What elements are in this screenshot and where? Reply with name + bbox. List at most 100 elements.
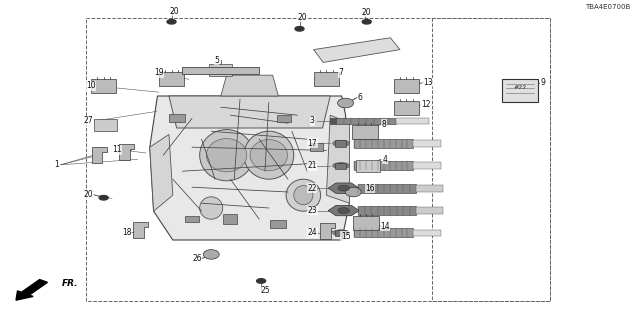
Ellipse shape <box>244 131 294 179</box>
Bar <box>356 160 380 172</box>
Bar <box>353 216 379 230</box>
Bar <box>270 220 287 228</box>
Text: 22: 22 <box>308 184 317 193</box>
Ellipse shape <box>204 250 219 259</box>
Polygon shape <box>92 147 107 163</box>
Ellipse shape <box>335 141 347 146</box>
Ellipse shape <box>338 185 349 191</box>
Bar <box>86 18 550 301</box>
Ellipse shape <box>250 140 287 171</box>
Bar <box>335 230 346 236</box>
Bar <box>185 216 199 222</box>
Bar <box>432 18 550 301</box>
Circle shape <box>362 20 371 24</box>
Ellipse shape <box>207 139 247 172</box>
Bar <box>352 125 378 139</box>
Text: 23: 23 <box>307 206 317 215</box>
Text: 5: 5 <box>214 56 219 65</box>
Ellipse shape <box>333 140 349 147</box>
Text: 21: 21 <box>308 161 317 170</box>
Text: 18: 18 <box>122 228 131 237</box>
Polygon shape <box>150 96 349 240</box>
Ellipse shape <box>338 208 349 213</box>
Bar <box>416 207 443 214</box>
Bar <box>91 79 116 93</box>
Text: 10: 10 <box>86 81 96 90</box>
Text: 12: 12 <box>421 100 430 109</box>
FancyArrow shape <box>16 280 47 300</box>
Bar <box>277 115 291 122</box>
Bar <box>169 115 185 123</box>
Bar <box>358 206 416 215</box>
Bar <box>182 67 259 74</box>
Text: 19: 19 <box>154 68 164 77</box>
Text: 20: 20 <box>297 13 307 22</box>
Ellipse shape <box>200 197 223 219</box>
Text: 20: 20 <box>169 7 179 16</box>
Bar <box>335 140 346 147</box>
Ellipse shape <box>346 187 362 197</box>
Polygon shape <box>328 205 359 216</box>
Bar <box>223 214 237 224</box>
Text: 1: 1 <box>54 160 59 169</box>
Bar <box>413 229 441 236</box>
Bar <box>413 162 441 169</box>
Bar <box>314 72 339 86</box>
Text: 25: 25 <box>260 286 271 295</box>
Ellipse shape <box>333 163 349 169</box>
Text: 6: 6 <box>357 93 362 102</box>
Text: 15: 15 <box>340 232 351 241</box>
Text: 26: 26 <box>192 254 202 263</box>
Polygon shape <box>328 183 359 193</box>
Bar <box>413 140 441 147</box>
Bar <box>396 118 429 124</box>
Polygon shape <box>326 115 349 203</box>
Ellipse shape <box>333 230 349 236</box>
Text: 27: 27 <box>83 116 93 125</box>
Circle shape <box>257 279 266 283</box>
Bar <box>335 163 346 169</box>
Bar <box>394 101 419 115</box>
Text: FR.: FR. <box>61 279 78 288</box>
Text: 4: 4 <box>383 155 388 164</box>
Bar <box>310 143 323 151</box>
Bar <box>159 72 184 86</box>
Bar <box>330 118 336 124</box>
Polygon shape <box>320 223 335 239</box>
Text: 13: 13 <box>422 78 433 87</box>
Bar <box>336 118 396 124</box>
Text: TBA4E0700B: TBA4E0700B <box>585 4 630 10</box>
Ellipse shape <box>338 98 354 108</box>
Ellipse shape <box>200 130 253 181</box>
Text: 17: 17 <box>307 139 317 148</box>
Polygon shape <box>133 222 148 238</box>
Bar <box>502 79 538 102</box>
Bar <box>358 184 416 193</box>
Text: 3: 3 <box>310 116 315 125</box>
Polygon shape <box>314 38 400 62</box>
Text: 8: 8 <box>381 120 387 129</box>
Bar <box>354 139 413 148</box>
Ellipse shape <box>286 179 321 211</box>
Text: 24: 24 <box>307 228 317 237</box>
Text: 20: 20 <box>83 190 93 199</box>
Ellipse shape <box>335 164 347 168</box>
Bar <box>354 228 413 237</box>
Text: 9: 9 <box>540 78 545 87</box>
Circle shape <box>99 196 108 200</box>
Text: #22: #22 <box>513 85 527 90</box>
Bar <box>416 185 443 192</box>
Bar <box>94 119 117 131</box>
Circle shape <box>295 27 304 31</box>
Text: 20: 20 <box>361 8 371 17</box>
Ellipse shape <box>335 231 347 235</box>
Polygon shape <box>169 96 330 128</box>
Bar <box>354 161 413 170</box>
Polygon shape <box>119 144 134 160</box>
Polygon shape <box>150 134 173 211</box>
Bar <box>209 64 232 76</box>
Ellipse shape <box>294 186 313 205</box>
Text: 7: 7 <box>338 68 343 77</box>
Bar <box>394 79 419 93</box>
Text: 14: 14 <box>380 222 390 231</box>
